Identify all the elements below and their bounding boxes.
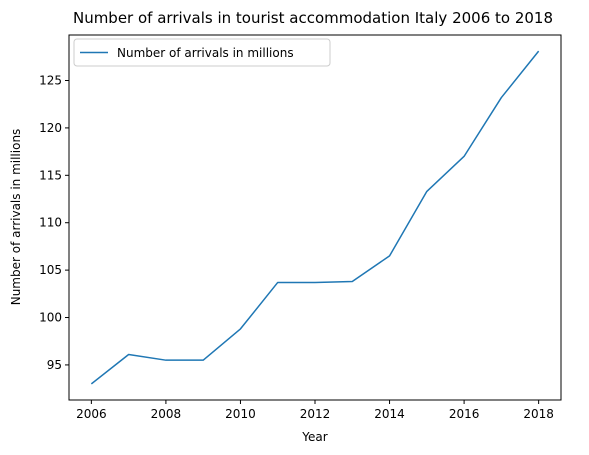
y-tick-label: 110 [39, 216, 62, 230]
series-line [90, 50, 540, 385]
y-axis-label: Number of arrivals in millions [9, 129, 23, 306]
y-tick-label: 120 [39, 121, 62, 135]
x-tick-label: 2016 [449, 407, 480, 421]
y-tick-label: 95 [47, 358, 62, 372]
series-lines [90, 50, 540, 385]
plot-area: 2006 2008 2010 2012 2014 2016 2018 95 100 105 110… [39, 34, 562, 421]
x-axis-ticks: 2006 2008 2010 2012 2014 2016 2018 [76, 400, 554, 421]
chart-title: Number of arrivals in tourist accommodat… [73, 9, 553, 27]
y-tick-label: 100 [39, 311, 62, 325]
y-tick-label: 115 [39, 168, 62, 182]
y-tick-label: 125 [39, 74, 62, 88]
x-tick-label: 2008 [151, 407, 182, 421]
plot-frame [68, 34, 562, 401]
x-tick-label: 2010 [225, 407, 256, 421]
x-axis-label: Year [301, 430, 327, 444]
legend: Number of arrivals in millions [73, 38, 331, 67]
x-tick-label: 2012 [300, 407, 331, 421]
legend-box [73, 38, 331, 67]
x-tick-label: 2014 [374, 407, 405, 421]
x-tick-label: 2006 [76, 407, 107, 421]
y-tick-label: 105 [39, 263, 62, 277]
legend-label: Number of arrivals in millions [117, 46, 294, 60]
y-axis-ticks: 95 100 105 110 115 120 125 [39, 74, 69, 372]
x-tick-label: 2018 [523, 407, 554, 421]
